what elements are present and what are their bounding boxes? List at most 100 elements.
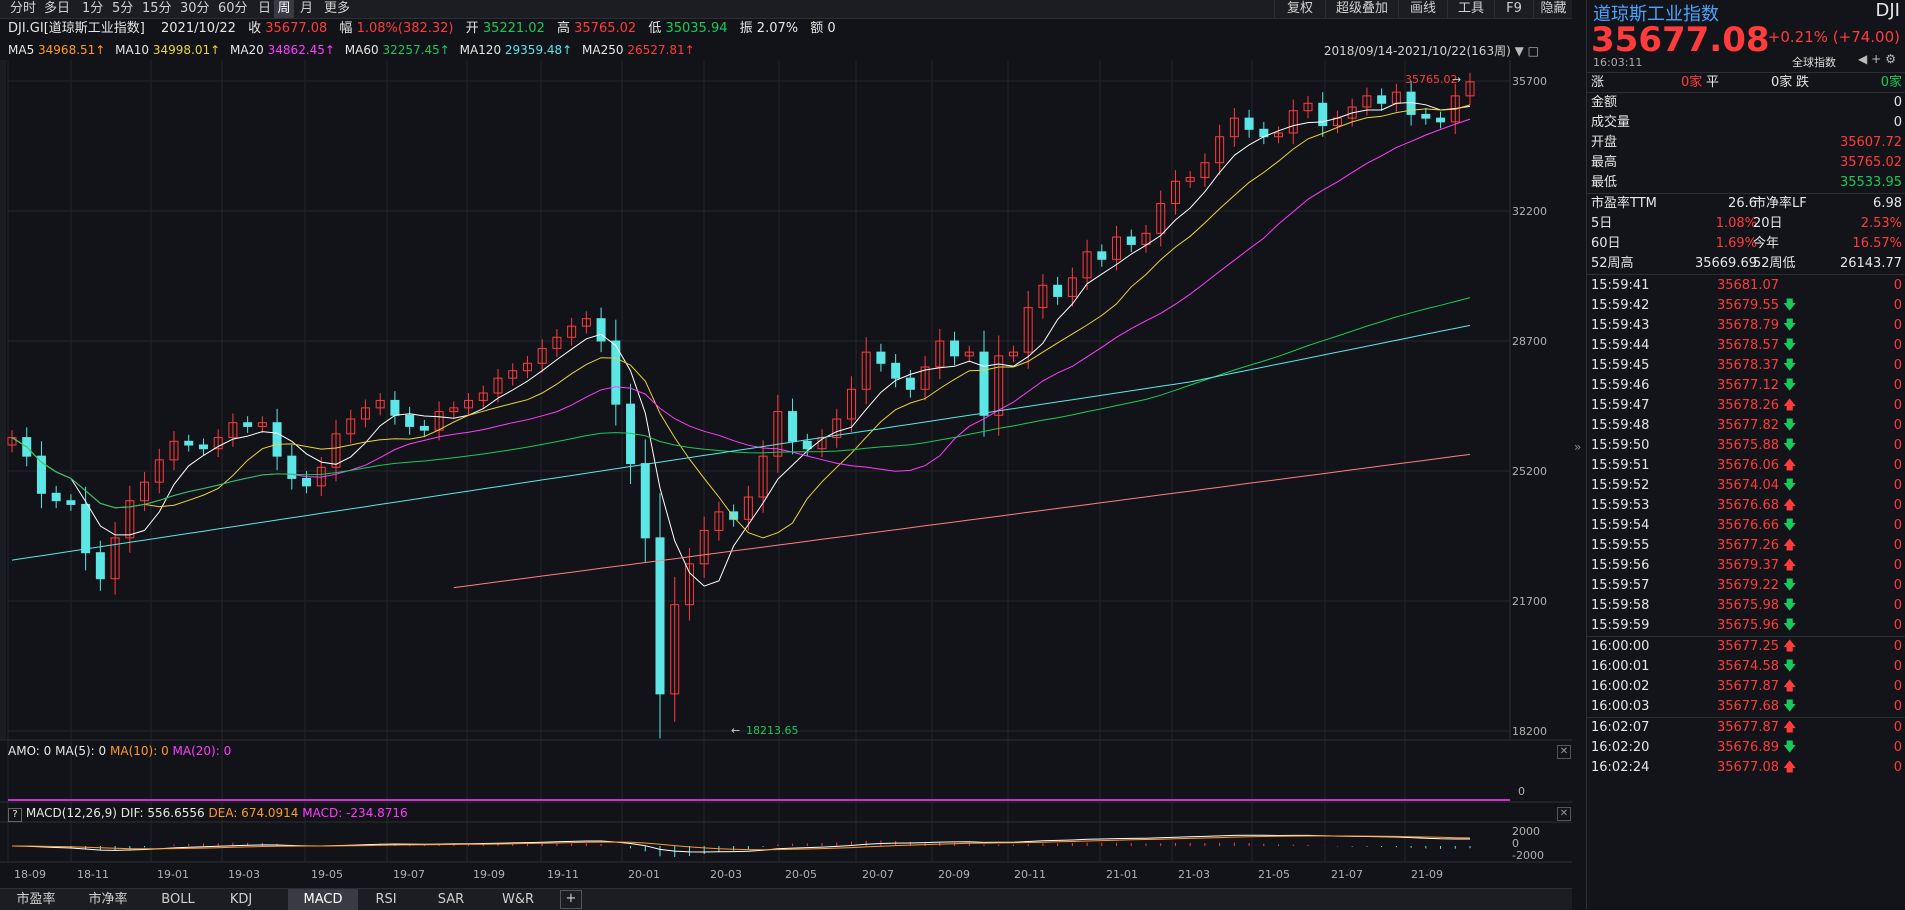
d20-value: 2.53% <box>1860 216 1902 231</box>
candle-body <box>140 481 150 502</box>
period-tab-fenshi[interactable]: 分时 <box>10 1 37 16</box>
tick-volume: 0 <box>1893 740 1902 755</box>
quote-panel: 道琼斯工业指数 DJI 35677.08 +0.21% (+74.00) 16:… <box>1586 0 1905 909</box>
lock-icon[interactable]: □ <box>1527 44 1539 58</box>
period-tab-week[interactable]: 周 <box>274 0 294 18</box>
tick-price: 35678.57 <box>1716 338 1779 353</box>
tick-time: 15:59:44 <box>1591 338 1650 353</box>
up-arrow-icon: 🡅 <box>1783 398 1797 413</box>
candle-body <box>419 425 429 431</box>
time-axis-label: 20-01 <box>628 868 660 881</box>
prev-icon[interactable]: ◀ <box>1857 52 1872 66</box>
candle-body <box>964 351 974 357</box>
candle-body <box>994 355 1004 416</box>
period-tab-5min[interactable]: 5分 <box>112 1 134 16</box>
candle-body <box>1436 117 1446 123</box>
draw-line-button[interactable]: 画线 <box>1398 0 1447 18</box>
period-tab-multiday[interactable]: 多日 <box>44 1 71 16</box>
stat-label: 金额 <box>1591 95 1618 110</box>
tab-macd[interactable]: MACD <box>288 889 358 910</box>
macd-help-icon[interactable]: ? <box>8 808 22 822</box>
adjust-button[interactable]: 复权 <box>1274 0 1325 18</box>
candle-body <box>125 500 135 539</box>
w52l-value: 26143.77 <box>1839 256 1902 271</box>
left-tool-strip[interactable] <box>0 60 6 740</box>
low-annotation: 18213.65 <box>746 724 799 737</box>
candle-body <box>891 362 901 379</box>
amp-value: 2.07% <box>756 21 799 36</box>
amp-label: 振 <box>739 21 753 36</box>
tab-kdj[interactable]: KDJ <box>229 892 253 907</box>
candle-body <box>81 503 91 554</box>
candle-body <box>920 366 930 390</box>
ma250-value: 26527.81↑ <box>627 43 695 57</box>
candle-body <box>979 351 989 416</box>
candle-body <box>552 336 562 349</box>
stat-value: 35765.02 <box>1839 155 1902 170</box>
perf-row: 5日 1.08% 20日 2.53% <box>1591 214 1902 233</box>
tick-price: 35679.22 <box>1716 578 1779 593</box>
tick-price: 35674.58 <box>1716 659 1779 674</box>
ma20-label: MA20 <box>229 43 264 57</box>
hide-button[interactable]: 隐藏 <box>1533 0 1573 18</box>
f9-button[interactable]: F9 <box>1494 0 1533 18</box>
amo-axis-zero: 0 <box>1518 785 1525 798</box>
tab-pe[interactable]: 市盈率 <box>16 892 56 907</box>
plus-icon[interactable]: + <box>1871 52 1886 66</box>
candle-body <box>537 347 547 364</box>
d60-value: 1.69% <box>1715 236 1757 251</box>
settings-icon[interactable]: ⚙ <box>1885 52 1900 66</box>
period-tab-month[interactable]: 月 <box>300 1 314 16</box>
close-amo-icon[interactable]: ✕ <box>1557 745 1571 759</box>
panel-code: DJI <box>1875 0 1900 21</box>
period-tab-60min[interactable]: 60分 <box>218 1 248 16</box>
down-arrow-icon: 🡇 <box>1783 699 1797 714</box>
tools-button[interactable]: 工具 <box>1447 0 1494 18</box>
pb-value: 6.98 <box>1873 196 1902 211</box>
super-overlay-button[interactable]: 超级叠加 <box>1325 0 1398 18</box>
down-label: 跌 <box>1796 75 1810 90</box>
candle-body <box>596 318 606 342</box>
ma10-line <box>11 104 1471 539</box>
candle-body <box>154 459 164 483</box>
candle-body <box>95 552 105 580</box>
close-label: 收 <box>248 21 262 36</box>
quote-info-bar: DJI.GI[道琼斯工业指数] 2021/10/22 收 35677.08 幅 … <box>8 20 836 38</box>
d20-label: 20日 <box>1753 216 1783 231</box>
dropdown-triangle-icon[interactable]: ▼ <box>1514 44 1524 58</box>
tick-time: 16:00:01 <box>1591 659 1650 674</box>
tick-time: 15:59:48 <box>1591 418 1650 433</box>
tab-boll[interactable]: BOLL <box>161 892 195 907</box>
add-tab-button[interactable]: + <box>560 890 582 909</box>
close-macd-icon[interactable]: ✕ <box>1557 807 1571 821</box>
candle-body <box>169 440 179 461</box>
down-arrow-icon: 🡇 <box>1783 338 1797 353</box>
low-arrow-icon: ← <box>731 724 740 737</box>
collapse-chevron-icon[interactable]: » <box>1574 440 1582 454</box>
tab-wr[interactable]: W&R <box>501 892 535 907</box>
tab-sar[interactable]: SAR <box>437 892 465 907</box>
candle-body <box>1067 277 1077 297</box>
tick-price: 35677.87 <box>1716 679 1779 694</box>
period-tab-15min[interactable]: 15分 <box>142 1 172 16</box>
ma60-label: MA60 <box>344 43 379 57</box>
period-toolbar: 分时 多日 1分 5分 15分 30分 60分 日 周 月 更多 复权 超级叠加… <box>0 0 1572 19</box>
tab-pb[interactable]: 市净率 <box>88 892 128 907</box>
date-range[interactable]: 2018/09/14-2021/10/22(163周) ▼ □ <box>1324 42 1539 59</box>
dif-line <box>11 834 1470 853</box>
tick-price: 35676.06 <box>1716 458 1779 473</box>
candle-body <box>802 440 812 450</box>
period-tab-30min[interactable]: 30分 <box>180 1 210 16</box>
period-tab-1min[interactable]: 1分 <box>82 1 104 16</box>
valuation-row: 市盈率TTM 26.6 市净率LF 6.98 <box>1591 194 1902 213</box>
period-tab-day[interactable]: 日 <box>258 1 272 16</box>
time-axis-label: 21-05 <box>1258 868 1290 881</box>
tab-rsi[interactable]: RSI <box>375 892 397 907</box>
period-tab-more[interactable]: 更多 <box>324 1 351 16</box>
tick-row: 16:02:07 35677.87 🡅 0 <box>1591 718 1902 737</box>
w52-row: 52周高 35669.69 52周低 26143.77 <box>1591 254 1902 273</box>
candle-body <box>51 492 61 502</box>
tick-volume: 0 <box>1893 578 1902 593</box>
time-axis-label: 19-03 <box>228 868 260 881</box>
